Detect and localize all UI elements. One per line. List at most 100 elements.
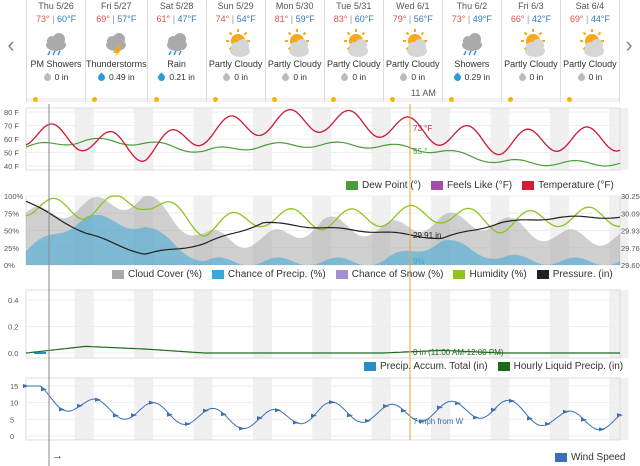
day-strip [147,97,206,102]
next-day-arrow[interactable]: › [625,32,633,57]
day-tile[interactable]: Fri 5/27 69° | 57°F Thunderstorms 0.49 in [86,0,148,102]
day-date: Sun 5/29 [217,1,254,11]
day-strip [265,97,324,102]
precip-chance-area [26,214,620,265]
pressure-line [25,200,621,255]
wind-direction-arrow [617,413,623,418]
y-tick-label: 50 F [4,149,19,158]
legend-cloud-cover[interactable]: Cloud Cover (%) [112,269,202,280]
legend-wind-speed[interactable]: Wind Speed [555,452,625,463]
partly-cloudy-icon [502,26,560,58]
day-temps: 66° | 42°F [510,14,551,24]
day-precip: 0 in [266,70,324,84]
high-temp: 74° [215,14,230,24]
y-tick-label: 100% [4,192,24,201]
qpf-legend: Precip. Accum. Total (in) Hourly Liquid … [364,361,623,372]
rain-cloud-icon [148,26,206,58]
night-band [490,290,510,358]
y2-tick-label: 30.25 [621,192,640,201]
night-band [74,290,94,358]
day-tile[interactable]: Wed 6/1 79° | 56°F Partly Cloudy 0 in [383,0,443,102]
legend-temperature[interactable]: Temperature (°F) [522,180,614,191]
day-date: Fri 5/27 [101,1,132,11]
day-date: Wed 6/1 [396,1,430,11]
night-band [371,378,391,440]
day-tile[interactable]: Sat 5/28 61° | 47°F Rain 0.21 in [147,0,207,102]
day-temps: 74° | 54°F [215,14,256,24]
legend-feelslike[interactable]: Feels Like (°F) [431,180,512,191]
low-temp: 54°F [236,14,256,24]
day-condition: Partly Cloudy [504,59,558,69]
wind-direction-arrow [131,413,137,418]
legend-pressure[interactable]: Pressure. (in) [536,269,613,280]
day-tile[interactable]: Sun 5/29 74° | 54°F Partly Cloudy 0 in [206,0,266,102]
y-tick-label: 0% [4,261,15,270]
day-tile[interactable]: Tue 5/31 83° | 60°F Partly Cloudy 0 in [324,0,384,102]
cursor-wind-label: 7 mph from W [413,417,464,426]
sun-icon [507,97,513,102]
y-tick-label: 40 F [4,162,19,171]
legend-precip-accum[interactable]: Precip. Accum. Total (in) [364,361,488,372]
scroll-right-arrow[interactable]: → [52,450,63,462]
high-temp: 81° [274,14,289,24]
legend-snow-chance[interactable]: Chance of Snow (%) [335,269,443,280]
rain-cloud-icon [27,26,85,58]
day-tile[interactable]: Thu 6/2 73° | 49°F Showers 0.29 in [442,0,502,102]
wind-direction-arrow [581,417,587,422]
cursor-pct-label: 9% [413,257,425,266]
day-precip: 0 in [502,70,560,84]
partly-cloudy-icon [561,26,619,58]
day-temps: 61° | 47°F [156,14,197,24]
y2-tick-label: 29.93 [621,227,640,236]
sun-icon [566,97,572,102]
wind-direction-arrow [545,421,551,426]
low-temp: 42°F [531,14,551,24]
humidity-line [25,195,621,237]
legend-hourly-precip[interactable]: Hourly Liquid Precip. (in) [497,361,623,372]
legend-humidity[interactable]: Humidity (%) [453,269,527,280]
day-temps: 83° | 60°F [333,14,374,24]
y-tick-label: 5 [10,415,14,424]
y2-tick-label: 29.60 [621,261,640,270]
day-tile[interactable]: Thu 5/26 73° | 60°F PM Showers 0 in [26,0,87,102]
sun-icon [92,97,98,102]
prev-day-arrow[interactable]: ‹ [7,32,15,57]
legend-precip-chance[interactable]: Chance of Precip. (%) [211,269,326,280]
day-tile[interactable]: Fri 6/3 66° | 42°F Partly Cloudy 0 in [501,0,561,102]
high-temp: 69° [569,14,584,24]
day-tile[interactable]: Sat 6/4 69° | 44°F Partly Cloudy 0 in [560,0,620,102]
wind-direction-arrow [113,413,119,418]
day-temps: 73° | 49°F [451,14,492,24]
partly-cloudy-icon [266,26,324,58]
day-date: Thu 5/26 [38,1,74,11]
wind-direction-arrow [563,409,569,414]
night-band [312,290,332,358]
day-tile[interactable]: Mon 5/30 81° | 59°F Partly Cloudy 0 in [265,0,325,102]
wind-legend: Wind Speed [555,452,625,463]
day-condition: Thunderstorms [86,59,147,69]
day-temps: 79° | 56°F [392,14,433,24]
wind-direction-arrow [95,397,101,402]
sun-icon [33,97,38,102]
day-precip: 0.49 in [86,70,147,84]
day-condition: PM Showers [30,59,82,69]
day-precip: 0.21 in [148,70,206,84]
wind-direction-arrow [401,408,407,413]
wind-direction-arrow [221,412,227,417]
day-strip [442,97,501,102]
legend-dewpoint[interactable]: Dew Point (°) [346,180,421,191]
low-temp: 49°F [472,14,492,24]
day-strip [560,97,619,102]
day-strip [86,97,147,102]
wind-direction-arrow [599,427,605,432]
y-tick-label: 25% [4,244,19,253]
wind-direction-arrow [527,416,533,421]
day-precip: 0 in [325,70,383,84]
low-temp: 60°F [56,14,77,24]
wind-direction-arrow [185,421,191,426]
wind-direction-arrow [347,413,353,418]
high-temp: 61° [156,14,171,24]
day-precip: 0.29 in [443,70,501,84]
panel-frame [25,377,621,441]
